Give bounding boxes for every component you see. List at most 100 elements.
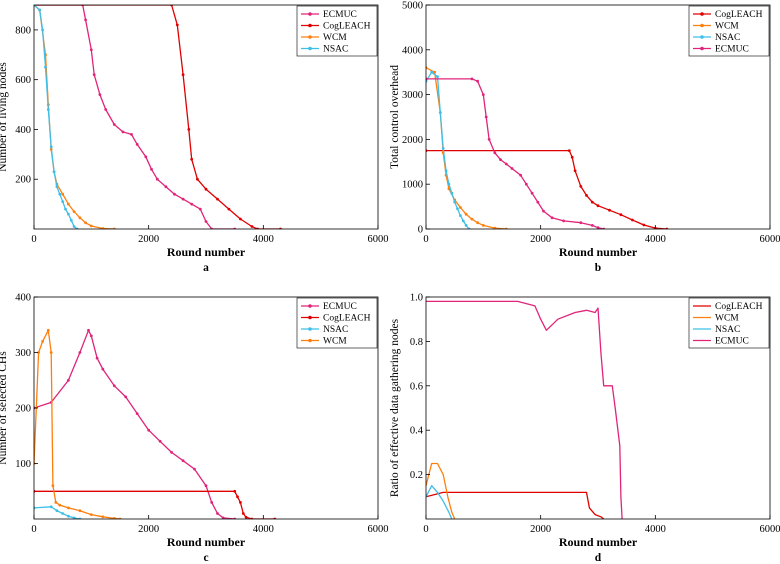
legend-entry-cogleach: CogLEACH <box>323 22 371 32</box>
data-point <box>67 506 70 510</box>
data-point <box>78 509 82 513</box>
legend-entry-cogleach: CogLEACH <box>323 314 371 324</box>
data-point <box>64 207 67 211</box>
panel-a: 0 2000 4000 6000 200 400 600 800 Round number Num… <box>0 4 389 274</box>
data-point <box>562 219 565 223</box>
data-point <box>170 451 174 454</box>
data-point <box>72 516 76 519</box>
data-point <box>121 130 125 134</box>
data-point <box>487 138 491 141</box>
legend-entry-wcm: WCM <box>323 33 347 43</box>
data-point <box>524 182 528 186</box>
data-point <box>87 328 90 332</box>
legend-entry-nsac: NSAC <box>323 45 348 55</box>
data-point <box>241 512 245 515</box>
data-point <box>476 221 479 225</box>
y-tick-label: 0.2 <box>410 470 423 481</box>
data-point <box>481 224 485 227</box>
data-point <box>112 517 116 519</box>
data-point <box>204 187 208 191</box>
data-point <box>450 191 454 195</box>
data-point <box>67 378 70 382</box>
data-point <box>642 223 646 227</box>
x-axis-label: Round number <box>559 535 638 549</box>
x-tick-label: 2000 <box>138 234 159 245</box>
axes-frame <box>33 4 379 230</box>
series-line-cogleach <box>34 490 275 519</box>
y-tick-label: 1000 <box>402 180 423 191</box>
data-point <box>484 115 488 119</box>
data-point <box>585 194 588 197</box>
data-point <box>37 351 40 354</box>
x-axis-label: Round number <box>167 535 246 549</box>
data-point <box>44 65 47 69</box>
data-point <box>89 334 93 338</box>
x-tick-label: 4000 <box>253 524 274 535</box>
data-point <box>51 484 55 488</box>
data-point <box>567 149 571 153</box>
x-tick-label: 4000 <box>253 234 274 245</box>
data-point <box>46 328 50 332</box>
y-tick-label: 300 <box>15 348 31 359</box>
data-point <box>92 73 96 77</box>
data-point <box>250 225 254 228</box>
data-point <box>239 217 242 221</box>
data-point <box>69 218 73 222</box>
legend-marker <box>700 12 704 16</box>
series-line-nsac <box>426 485 453 519</box>
data-point <box>150 167 153 171</box>
data-point <box>55 509 59 513</box>
data-point <box>493 226 497 229</box>
y-tick-label: 0 <box>418 225 423 236</box>
data-point <box>181 459 185 463</box>
data-point <box>196 177 199 181</box>
legend-marker <box>308 327 312 331</box>
panel-label: c <box>203 552 208 564</box>
data-point <box>130 133 133 136</box>
data-point <box>89 224 93 228</box>
y-tick-label: 4000 <box>402 45 423 56</box>
data-point <box>135 143 139 146</box>
data-point <box>193 467 196 471</box>
data-point <box>49 505 53 509</box>
legend-marker <box>308 315 312 320</box>
data-point <box>459 206 462 209</box>
data-point <box>210 501 214 504</box>
series-line-wcm <box>34 5 115 229</box>
x-tick-label: 6000 <box>760 524 780 535</box>
y-tick-label: 0.8 <box>410 337 423 348</box>
data-point <box>104 108 108 111</box>
data-point <box>221 516 225 519</box>
data-point <box>204 484 208 488</box>
y-tick-label: 400 <box>15 125 31 136</box>
legend-marker <box>308 338 312 343</box>
y-tick-label: 800 <box>15 25 31 36</box>
data-point <box>542 209 545 213</box>
data-point <box>164 185 168 189</box>
x-tick-label: 4000 <box>645 234 666 245</box>
data-point <box>453 200 457 204</box>
series-group <box>426 300 623 519</box>
y-tick-label: 200 <box>15 404 31 415</box>
data-point <box>190 157 194 161</box>
y-axis-label: Total control overhead <box>389 65 401 169</box>
data-point <box>459 214 462 218</box>
data-point <box>124 395 128 399</box>
data-point <box>510 167 514 170</box>
data-point <box>504 162 508 166</box>
legend-marker <box>308 23 312 28</box>
series-line-ecmuc <box>426 78 604 229</box>
data-point <box>536 200 540 204</box>
series-line-nsac <box>34 5 78 229</box>
y-tick-label: 0.6 <box>410 381 423 392</box>
data-point <box>101 227 105 229</box>
data-point <box>499 158 502 162</box>
legend-entry-cogleach: CogLEACH <box>715 10 763 20</box>
panel-label: a <box>203 262 209 274</box>
data-point <box>216 512 219 515</box>
data-point <box>78 216 82 220</box>
legend-marker <box>308 304 312 308</box>
data-point <box>147 428 151 432</box>
